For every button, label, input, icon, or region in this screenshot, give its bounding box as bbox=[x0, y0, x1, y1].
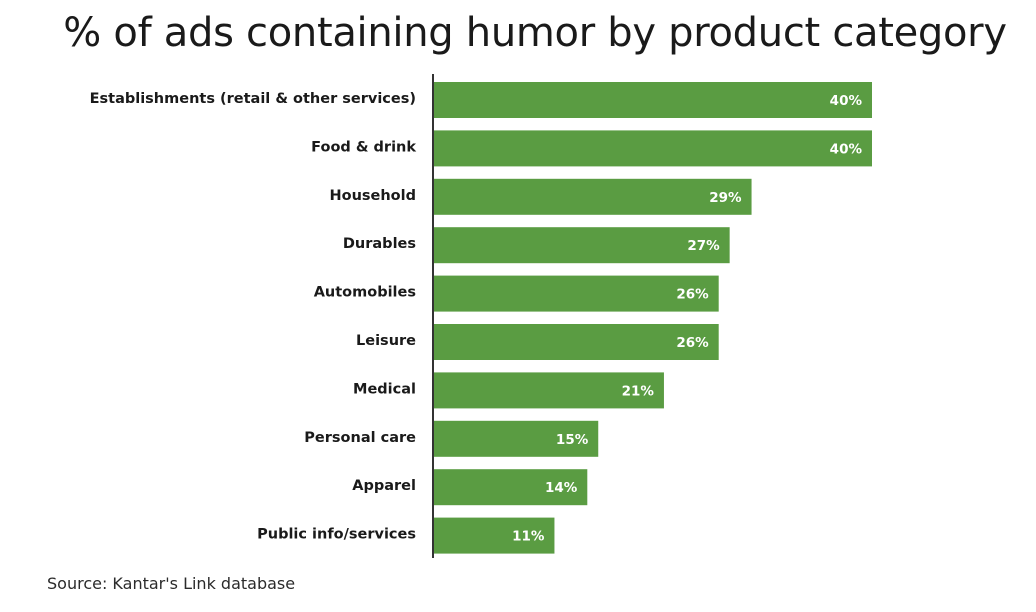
bar-value-label: 40% bbox=[830, 93, 863, 109]
category-label: Public info/services bbox=[257, 527, 416, 543]
category-label: Establishments (retail & other services) bbox=[90, 91, 416, 107]
bar-value-label: 21% bbox=[622, 383, 655, 399]
bar bbox=[434, 227, 730, 264]
category-label: Food & drink bbox=[311, 139, 416, 155]
bar-value-label: 26% bbox=[676, 335, 709, 351]
bar bbox=[434, 372, 664, 409]
bars-layer: 40% 40% 29% 27% 26% 26% 21% 15% 14% 11% bbox=[434, 82, 872, 554]
bar bbox=[434, 420, 599, 457]
chart-title: % of ads containing humor by product cat… bbox=[63, 10, 1007, 56]
bar-value-label: 27% bbox=[687, 238, 720, 254]
bar-value-label: 26% bbox=[676, 287, 709, 303]
category-label: Apparel bbox=[352, 478, 416, 494]
bar-value-label: 15% bbox=[556, 432, 589, 448]
bar bbox=[434, 324, 719, 360]
bar bbox=[434, 469, 588, 506]
bar bbox=[434, 82, 872, 118]
source-note: Source: Kantar's Link database bbox=[47, 574, 296, 593]
category-labels-layer: Establishments (retail & other services)… bbox=[90, 91, 417, 543]
bar bbox=[434, 130, 872, 167]
bar-value-label: 40% bbox=[830, 141, 863, 157]
bar-value-label: 14% bbox=[545, 480, 578, 496]
bar bbox=[434, 178, 752, 215]
category-label: Household bbox=[329, 188, 416, 204]
category-label: Medical bbox=[353, 381, 416, 397]
bar-value-label: 29% bbox=[709, 190, 742, 206]
bar bbox=[434, 275, 719, 312]
bar bbox=[434, 517, 555, 554]
bar-value-label: 11% bbox=[512, 529, 545, 545]
category-label: Automobiles bbox=[314, 285, 416, 301]
category-label: Personal care bbox=[304, 430, 416, 446]
category-label: Leisure bbox=[356, 333, 416, 349]
category-label: Durables bbox=[343, 236, 416, 252]
